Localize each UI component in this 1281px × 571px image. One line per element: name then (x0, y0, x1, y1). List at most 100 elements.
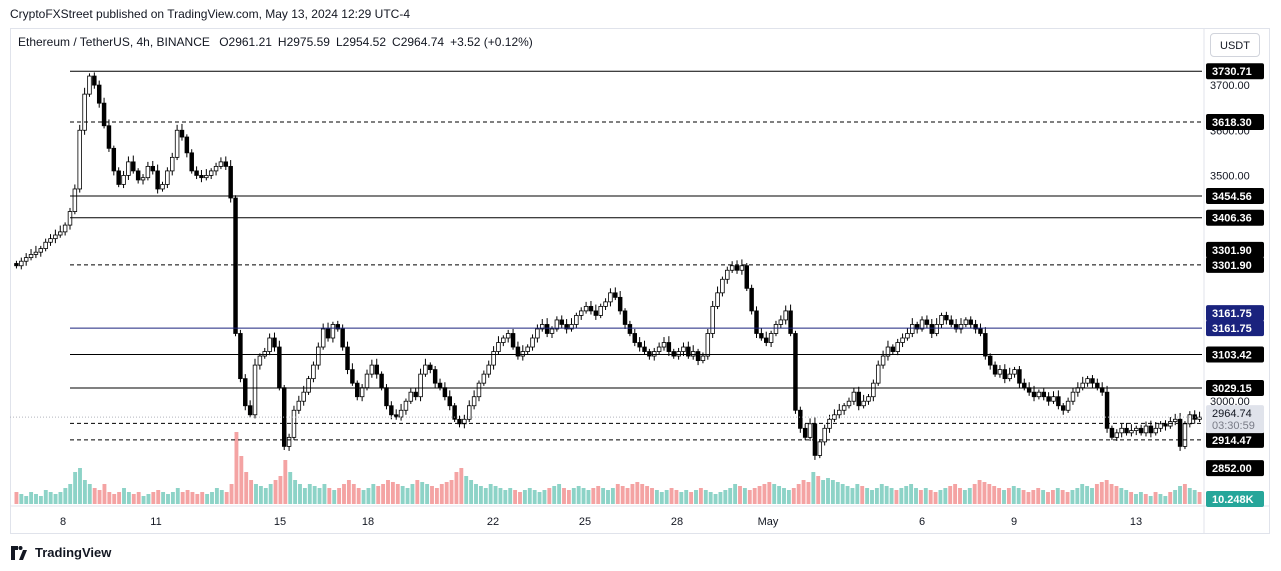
volume-bar (635, 482, 640, 504)
candle-up (739, 265, 745, 271)
candle-down (116, 170, 121, 185)
candle-down (949, 319, 954, 325)
candle-up (423, 364, 428, 375)
candle-down (1109, 427, 1115, 438)
candle-down (437, 382, 443, 389)
level-label: 3029.15 (1212, 383, 1252, 395)
candle-down (559, 319, 564, 325)
volume-bar (488, 484, 493, 504)
volume-bar (1119, 488, 1124, 504)
candle-down (247, 405, 253, 416)
volume-bar (738, 486, 742, 504)
candle-up (306, 378, 311, 393)
volume-bar (92, 488, 97, 504)
volume-bar (175, 488, 180, 504)
volume-bar (625, 488, 630, 504)
volume-bar (19, 494, 24, 504)
level-label: 3301.90 (1212, 260, 1252, 272)
candle-up (19, 260, 24, 267)
volume-bar (1070, 490, 1075, 504)
volume-bar (185, 490, 190, 504)
volume-bar (1187, 488, 1192, 504)
candle-up (934, 324, 939, 334)
volume-bar (557, 484, 562, 504)
volume-bar (337, 488, 342, 504)
candle-up (43, 241, 48, 249)
candle-up (1172, 418, 1178, 422)
volume-bar (694, 490, 698, 504)
candle-up (174, 129, 180, 158)
volume-bar (410, 484, 415, 504)
candle-up (652, 351, 657, 357)
volume-bar (151, 492, 156, 504)
candle-down (1061, 405, 1066, 411)
candle-down (686, 346, 691, 357)
candle-down (340, 328, 345, 348)
currency-button[interactable]: USDT (1210, 33, 1260, 57)
candle-up (681, 346, 686, 352)
volume-bar (1192, 490, 1197, 504)
candle-down (96, 84, 102, 104)
volume-bar (576, 486, 581, 504)
candle-down (432, 369, 438, 384)
level-label: 2914.47 (1212, 435, 1252, 447)
volume-bar (293, 480, 298, 504)
volume-bar (415, 480, 420, 504)
candle-up (53, 234, 58, 240)
publisher-line: CryptoFXStreet published on TradingView.… (10, 7, 410, 21)
volume-bar (434, 488, 439, 504)
volume-bar (219, 490, 224, 504)
candle-up (958, 324, 964, 330)
candle-down (754, 310, 759, 334)
candle-up (910, 324, 915, 334)
candle-down (184, 136, 190, 154)
volume-bar (884, 486, 889, 504)
volume-bar (278, 476, 283, 504)
candle-down (1138, 427, 1144, 434)
volume-bar (1090, 488, 1094, 504)
candle-up (861, 400, 866, 407)
volume-bar (733, 484, 738, 504)
candle-up (1085, 378, 1090, 384)
volume-bar (645, 486, 650, 504)
volume-bar (68, 484, 73, 504)
candle-up (311, 364, 316, 380)
level-label: 3161.75 (1212, 308, 1252, 320)
volume-bar (244, 472, 249, 504)
price-chart[interactable]: 3700.003600.003500.003000.003730.713618.… (10, 28, 1270, 534)
volume-bar (63, 488, 68, 504)
candle-up (33, 251, 39, 255)
candle-down (617, 296, 623, 312)
current-price-label: 2964.74 (1212, 408, 1252, 420)
level-label-bg (1206, 256, 1264, 273)
candle-up (218, 161, 224, 167)
candle-down (510, 333, 516, 348)
candle-down (325, 328, 331, 339)
volume-bar (772, 484, 777, 504)
candle-up (676, 351, 681, 357)
volume-bar (860, 486, 865, 504)
volume-bar (322, 484, 327, 504)
candle-up (1182, 423, 1188, 447)
volume-bar (263, 488, 268, 504)
volume-bar (439, 484, 444, 504)
time-tick-label: 13 (1130, 516, 1142, 528)
volume-bar (689, 492, 694, 504)
volume-bar (307, 484, 312, 504)
volume-bar (102, 484, 107, 504)
candle-down (447, 396, 452, 407)
candle-down (384, 387, 389, 407)
candle-up (574, 315, 579, 325)
volume-bar (239, 456, 244, 504)
candle-up (939, 315, 944, 325)
candle-down (155, 170, 160, 190)
candle-up (540, 324, 545, 330)
volume-bar (889, 488, 894, 504)
candle-up (481, 373, 487, 384)
volume-bar (478, 486, 483, 504)
candle-down (1017, 369, 1022, 384)
volume-bar (126, 492, 131, 504)
volume-bar (254, 484, 258, 504)
candle-down (759, 333, 764, 339)
volume-bar (909, 484, 914, 504)
